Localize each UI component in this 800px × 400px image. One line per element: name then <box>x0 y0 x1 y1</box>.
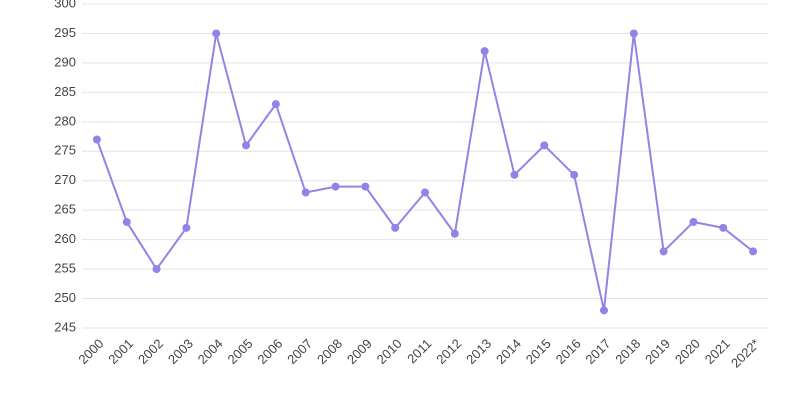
point <box>689 217 698 226</box>
point <box>391 223 400 232</box>
point <box>271 100 280 109</box>
point <box>629 29 638 38</box>
x-tick-label: 2013 <box>463 336 494 367</box>
point <box>182 223 191 232</box>
x-tick-label: 2002 <box>135 336 166 367</box>
point <box>719 223 728 232</box>
point <box>421 188 429 197</box>
x-tick-label: 2018 <box>612 336 643 367</box>
x-tick-label: 2007 <box>284 336 315 367</box>
y-tick-label: 255 <box>54 261 76 276</box>
x-tick-label: 2022* <box>728 336 763 371</box>
point <box>122 217 131 226</box>
y-tick-label: 290 <box>54 54 76 69</box>
y-tick-label: 260 <box>54 231 76 246</box>
y-tick-label: 245 <box>54 319 76 334</box>
y-tick-label: 295 <box>54 25 76 40</box>
x-tick-label: 2008 <box>314 336 345 367</box>
point <box>480 47 489 56</box>
point <box>152 265 161 274</box>
x-tick-label: 2006 <box>254 336 285 367</box>
y-tick-label: 265 <box>54 202 76 217</box>
x-tick-label: 2017 <box>582 336 613 367</box>
x-tick-label: 2005 <box>225 336 256 367</box>
y-tick-label: 270 <box>54 172 76 187</box>
point <box>242 141 251 150</box>
y-tick-label: 280 <box>54 113 76 128</box>
y-tick-label: 275 <box>54 143 76 158</box>
point <box>570 170 579 179</box>
x-tick-label: 2021 <box>702 336 733 367</box>
x-tick-label: 2009 <box>344 336 375 367</box>
point <box>659 247 668 256</box>
x-tick-label: 2012 <box>433 336 464 367</box>
point <box>599 306 608 315</box>
y-tick-label: 285 <box>54 84 76 99</box>
x-tick-label: 2004 <box>195 336 226 367</box>
point <box>540 141 549 150</box>
x-tick-label: 2020 <box>672 336 703 367</box>
point <box>749 247 758 256</box>
point <box>301 188 310 197</box>
point <box>361 182 370 191</box>
x-tick-label: 2011 <box>404 336 434 366</box>
point <box>510 170 519 179</box>
x-tick-label: 2001 <box>105 336 136 367</box>
x-tick-label: 2019 <box>642 336 673 367</box>
x-tick-label: 2016 <box>553 336 584 367</box>
point <box>212 29 221 38</box>
point <box>450 229 459 238</box>
x-tick-label: 2003 <box>165 336 196 367</box>
y-tick-label: 300 <box>54 0 76 10</box>
x-tick-label: 2014 <box>493 336 524 367</box>
point <box>331 182 340 191</box>
x-tick-label: 2000 <box>75 336 106 367</box>
y-tick-label: 250 <box>54 290 76 305</box>
point <box>92 135 101 144</box>
x-tick-label: 2010 <box>374 336 405 367</box>
x-tick-label: 2015 <box>523 336 554 367</box>
